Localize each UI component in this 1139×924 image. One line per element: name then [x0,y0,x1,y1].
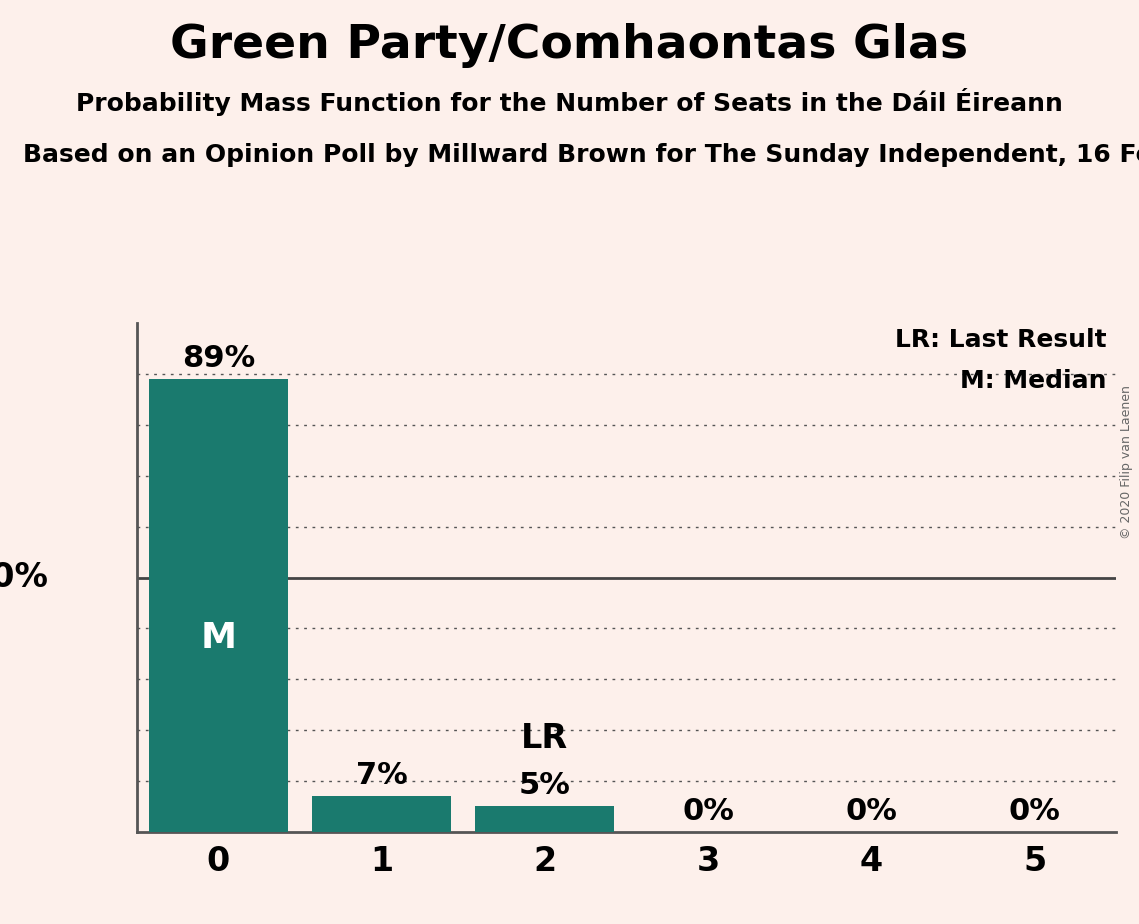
Bar [475,806,614,832]
Text: M: M [200,622,236,655]
Bar [149,379,288,832]
Bar [312,796,451,832]
Text: Green Party/Comhaontas Glas: Green Party/Comhaontas Glas [171,23,968,68]
Text: 5%: 5% [519,772,571,800]
Text: 0%: 0% [1009,796,1060,825]
Text: Based on an Opinion Poll by Millward Brown for The Sunday Independent, 16 Februa: Based on an Opinion Poll by Millward Bro… [23,143,1139,167]
Text: Probability Mass Function for the Number of Seats in the Dáil Éireann: Probability Mass Function for the Number… [76,88,1063,116]
Text: LR: Last Result: LR: Last Result [895,328,1106,352]
Text: 50%: 50% [0,561,49,594]
Text: 0%: 0% [682,796,734,825]
Text: © 2020 Filip van Laenen: © 2020 Filip van Laenen [1121,385,1133,539]
Text: 89%: 89% [182,345,255,373]
Text: 7%: 7% [355,761,408,790]
Text: LR: LR [522,723,568,756]
Text: 0%: 0% [845,796,898,825]
Text: M: Median: M: Median [960,369,1106,393]
